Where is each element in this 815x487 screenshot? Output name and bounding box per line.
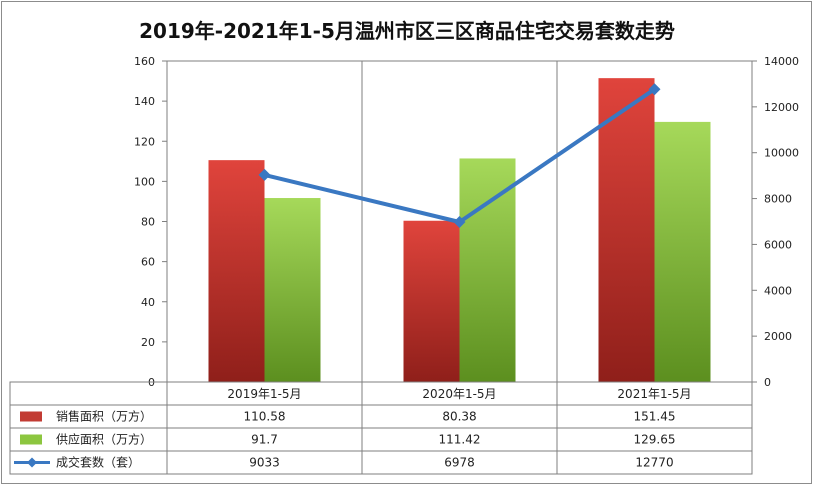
legend-key-supply-area bbox=[20, 434, 42, 445]
x-category-label: 2019年1-5月 bbox=[227, 387, 301, 401]
data-label: 12770 bbox=[635, 456, 673, 470]
bar-sales-area bbox=[598, 78, 655, 382]
bar-sales-area bbox=[403, 220, 460, 382]
y-left-tick-label: 20 bbox=[141, 336, 155, 349]
data-label: 129.65 bbox=[634, 433, 676, 447]
y-right-tick-label: 0 bbox=[764, 376, 771, 389]
legend-series-name: 销售面积（万方） bbox=[56, 409, 152, 424]
data-label: 151.45 bbox=[634, 410, 676, 424]
y-right-tick-label: 4000 bbox=[764, 284, 792, 297]
legend-series-name: 成交套数（套） bbox=[56, 455, 140, 470]
y-right-tick-label: 10000 bbox=[764, 147, 799, 160]
data-label: 111.42 bbox=[439, 433, 481, 447]
y-left-tick-label: 40 bbox=[141, 296, 155, 309]
y-left-tick-label: 120 bbox=[134, 135, 155, 148]
legend-key-sales-area bbox=[20, 411, 42, 422]
y-left-tick-label: 80 bbox=[141, 216, 155, 229]
y-left-tick-label: 60 bbox=[141, 256, 155, 269]
data-label: 6978 bbox=[444, 456, 475, 470]
legend-key-marker bbox=[27, 457, 37, 468]
y-right-tick-label: 6000 bbox=[764, 238, 792, 251]
data-label: 9033 bbox=[249, 456, 280, 470]
y-left-tick-label: 140 bbox=[134, 95, 155, 108]
y-right-tick-label: 12000 bbox=[764, 101, 799, 114]
bar-supply-area bbox=[264, 198, 321, 382]
legend-series-name: 供应面积（万方） bbox=[56, 432, 152, 447]
data-label: 91.7 bbox=[251, 433, 278, 447]
y-right-tick-label: 14000 bbox=[764, 55, 799, 68]
x-category-label: 2020年1-5月 bbox=[422, 387, 496, 401]
y-left-tick-label: 100 bbox=[134, 175, 155, 188]
bar-supply-area bbox=[654, 121, 711, 383]
x-category-label: 2021年1-5月 bbox=[617, 387, 691, 401]
data-label: 110.58 bbox=[244, 410, 286, 424]
bar-supply-area bbox=[459, 158, 516, 382]
y-right-tick-label: 8000 bbox=[764, 193, 792, 206]
bar-sales-area bbox=[208, 160, 265, 382]
y-right-tick-label: 2000 bbox=[764, 330, 792, 343]
line-point-marker bbox=[648, 83, 661, 96]
data-label: 80.38 bbox=[442, 410, 476, 424]
y-left-tick-label: 160 bbox=[134, 55, 155, 68]
line-point-marker bbox=[453, 216, 466, 229]
chart-title: 2019年-2021年1-5月温州市区三区商品住宅交易套数走势 bbox=[139, 19, 675, 43]
line-point-marker bbox=[258, 168, 271, 181]
